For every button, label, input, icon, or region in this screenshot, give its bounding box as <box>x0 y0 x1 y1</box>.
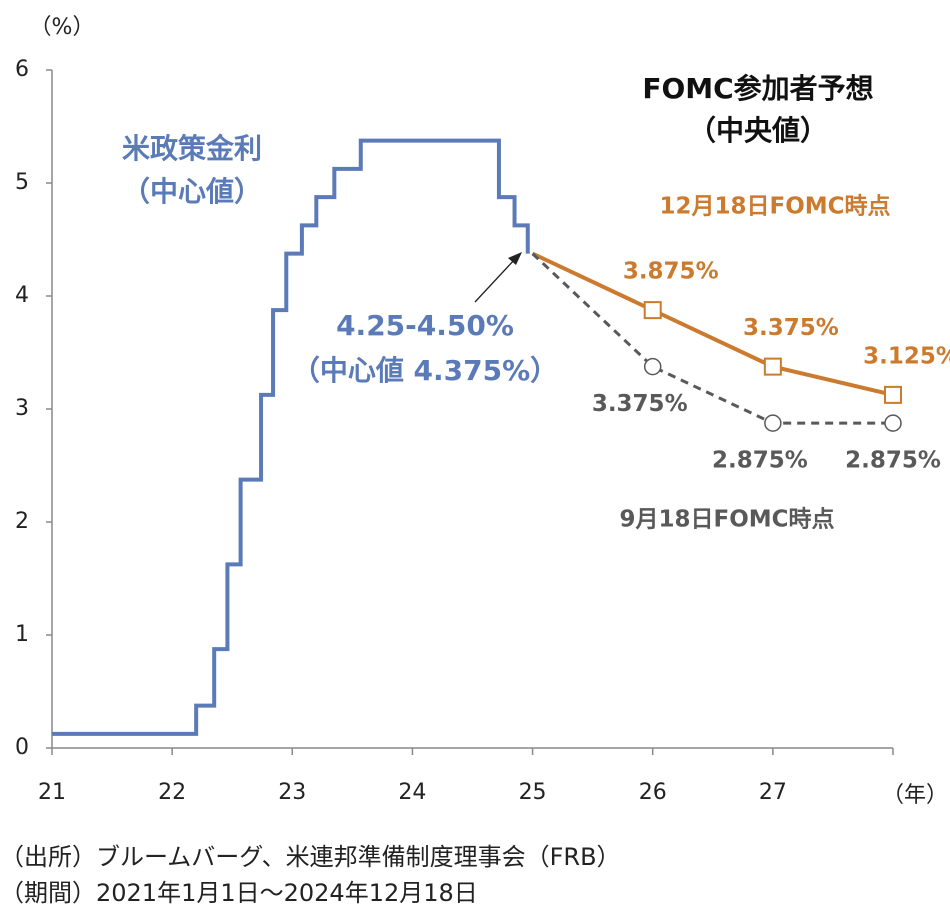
y-tick-label: 6 <box>15 57 29 82</box>
y-tick-label: 3 <box>15 396 29 421</box>
annotation: FOMC参加者予想 <box>642 72 873 105</box>
x-axis-label: （年） <box>882 783 948 808</box>
marker <box>764 414 782 432</box>
annotation: （中心値） <box>122 175 262 208</box>
value-label: 3.375% <box>592 391 688 417</box>
series-name: 12月18日FOMC時点 <box>659 194 890 220</box>
y-axis-label: （%） <box>30 15 95 40</box>
series-line <box>531 251 894 397</box>
x-tick-label: 22 <box>158 780 186 805</box>
x-tick-label: 23 <box>278 780 306 805</box>
series-line <box>52 138 530 736</box>
x-tick-label: 26 <box>639 780 667 805</box>
marker <box>643 357 662 376</box>
arrow-head <box>508 252 522 265</box>
y-tick-label: 1 <box>15 622 29 647</box>
annotation: （中心値 4.375%） <box>292 354 558 387</box>
y-tick-label: 0 <box>15 735 29 760</box>
source-note: （出所）ブルームバーグ、米連邦準備制度理事会（FRB） <box>0 843 621 871</box>
value-label: 2.875% <box>712 448 808 474</box>
x-tick-label: 27 <box>759 780 787 805</box>
x-tick-label: 25 <box>519 780 547 805</box>
marker <box>643 301 662 320</box>
y-tick-label: 5 <box>15 170 29 195</box>
series-line <box>531 252 893 425</box>
annotation: （中央値） <box>688 114 828 147</box>
marker <box>884 385 902 404</box>
series-name: 9月18日FOMC時点 <box>619 507 834 533</box>
value-label: 2.875% <box>845 448 941 474</box>
marker <box>884 414 902 432</box>
annotation: 4.25-4.50% <box>336 309 514 342</box>
value-label: 3.125% <box>863 343 950 369</box>
x-tick-label: 24 <box>398 780 426 805</box>
x-tick-label: 21 <box>38 780 66 805</box>
y-tick-label: 4 <box>15 283 29 308</box>
y-tick-label: 2 <box>15 509 29 534</box>
source-note: （期間）2021年1月1日～2024年12月18日 <box>0 879 478 907</box>
value-label: 3.875% <box>623 259 719 285</box>
value-label: 3.375% <box>743 315 839 341</box>
arrow <box>474 257 517 303</box>
series-name: 米政策金利 <box>122 132 262 165</box>
marker <box>763 357 782 376</box>
